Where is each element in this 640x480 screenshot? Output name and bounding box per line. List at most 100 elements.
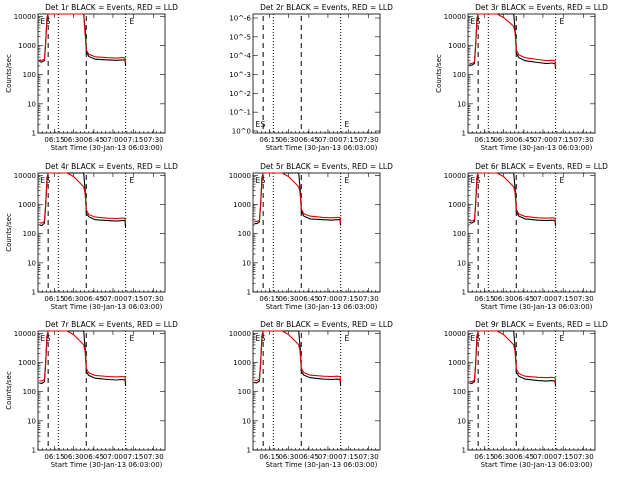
plot-frame-9 [467,330,596,451]
chart-title-2: Det 2r BLACK = Events, RED = LLD [260,3,393,12]
x-tick-label-8-5: 07:30 [358,453,378,461]
series-line-8-lld [254,330,342,382]
x-tick-label-1-1: 06:30 [63,136,83,144]
x-axis-label-1: Start Time (30-Jan-13 06:03:00) [51,144,163,152]
y-tick-label-8-0: 1 [247,447,251,455]
y-tick-label-3-4: 10000 [444,13,466,21]
plot-frame-2 [252,13,381,134]
marker-label-1-0: E [41,17,46,26]
marker-label-2-2: E [344,120,349,129]
marker-label-6-2: E [559,176,564,185]
y-tick-label-9-1: 10 [457,417,466,425]
x-tick-label-2-2: 06:45 [299,136,319,144]
series-line-9-events [469,330,557,387]
marker-label-7-1: S [46,334,51,343]
y-tick-label-1-3: 1000 [18,42,36,50]
x-tick-label-7-2: 06:45 [84,453,104,461]
x-tick-label-5-1: 06:30 [278,295,298,303]
y-tick-label-4-4: 10000 [14,172,36,180]
x-tick-label-7-4: 07:15 [123,453,143,461]
plot-frame-3 [467,13,596,134]
x-tick-label-9-0: 06:15 [474,453,494,461]
x-tick-label-3-4: 07:15 [553,136,573,144]
y-tick-label-3-0: 1 [462,130,466,138]
y-tick-label-3-3: 1000 [448,42,466,50]
marker-label-9-0: E [471,334,476,343]
chart-title-5: Det 5r BLACK = Events, RED = LLD [260,162,393,171]
x-tick-label-2-1: 06:30 [278,136,298,144]
x-axis-label-9: Start Time (30-Jan-13 06:03:00) [481,461,593,469]
marker-label-5-0: E [256,176,261,185]
plot-frame-7 [37,330,166,451]
marker-label-8-1: S [261,334,266,343]
y-tick-label-2-2: 10^-2 [229,90,251,98]
y-tick-label-2-5: 10^-5 [229,33,251,41]
marker-label-4-1: S [46,176,51,185]
y-tick-label-2-1: 10^-1 [229,109,251,117]
y-tick-label-9-4: 10000 [444,330,466,338]
chart-title-6: Det 6r BLACK = Events, RED = LLD [475,162,608,171]
y-tick-label-1-2: 100 [23,71,36,79]
plot-frame-4 [37,172,166,293]
y-tick-label-7-1: 10 [27,417,36,425]
x-tick-label-8-4: 07:15 [338,453,358,461]
y-tick-label-4-0: 1 [32,289,36,297]
series-line-5-lld [254,172,342,223]
x-tick-label-7-0: 06:15 [44,453,64,461]
marker-label-4-2: E [129,176,134,185]
x-axis-label-4: Start Time (30-Jan-13 06:03:00) [51,303,163,311]
series-line-9-lld [469,330,557,383]
series-line-7-lld [39,330,127,383]
chart-title-1: Det 1r BLACK = Events, RED = LLD [45,3,178,12]
marker-label-9-2: E [559,334,564,343]
chart-title-4: Det 4r BLACK = Events, RED = LLD [45,162,178,171]
series-line-7-events [39,330,127,386]
x-tick-label-6-2: 06:45 [514,295,534,303]
plot-frame-6 [467,172,596,293]
marker-label-2-1: S [261,120,266,129]
x-tick-label-3-3: 07:00 [533,136,553,144]
y-tick-label-3-2: 100 [453,71,466,79]
y-axis-label-3: Counts/sec [435,54,443,93]
y-tick-label-9-2: 100 [453,388,466,396]
x-tick-label-6-1: 06:30 [493,295,513,303]
y-tick-label-8-2: 100 [238,388,251,396]
x-tick-label-8-1: 06:30 [278,453,298,461]
x-tick-label-7-1: 06:30 [63,453,83,461]
y-tick-label-7-3: 1000 [18,359,36,367]
x-tick-label-9-4: 07:15 [553,453,573,461]
x-axis-label-2: Start Time (30-Jan-13 06:03:00) [266,144,378,152]
x-tick-label-4-0: 06:15 [44,295,64,303]
chart-title-7: Det 7r BLACK = Events, RED = LLD [45,320,178,329]
series-line-3-lld [469,13,557,66]
marker-label-4-0: E [41,176,46,185]
x-axis-label-3: Start Time (30-Jan-13 06:03:00) [481,144,593,152]
y-tick-label-2-4: 10^-4 [229,52,251,60]
x-tick-label-5-3: 07:00 [318,295,338,303]
marker-label-7-2: E [129,334,134,343]
marker-label-3-2: E [559,17,564,26]
chart-title-3: Det 3r BLACK = Events, RED = LLD [475,3,608,12]
marker-label-9-1: S [476,334,481,343]
marker-label-7-0: E [41,334,46,343]
y-tick-label-5-1: 10 [242,259,251,267]
y-tick-label-9-3: 1000 [448,359,466,367]
marker-label-2-0: E [256,120,261,129]
x-tick-label-6-0: 06:15 [474,295,494,303]
y-tick-label-5-4: 10000 [229,172,251,180]
series-line-6-lld [469,172,557,224]
x-tick-label-4-1: 06:30 [63,295,83,303]
x-tick-label-1-2: 06:45 [84,136,104,144]
x-tick-label-4-2: 06:45 [84,295,104,303]
chart-title-9: Det 9r BLACK = Events, RED = LLD [475,320,608,329]
y-tick-label-8-3: 1000 [233,359,251,367]
y-tick-label-2-3: 10^-3 [229,71,251,79]
plot-frame-1 [37,13,166,134]
y-tick-label-4-2: 100 [23,230,36,238]
x-axis-label-7: Start Time (30-Jan-13 06:03:00) [51,461,163,469]
x-tick-label-4-5: 07:30 [143,295,163,303]
chart-title-8: Det 8r BLACK = Events, RED = LLD [260,320,393,329]
marker-label-1-2: E [129,17,134,26]
marker-label-8-0: E [256,334,261,343]
